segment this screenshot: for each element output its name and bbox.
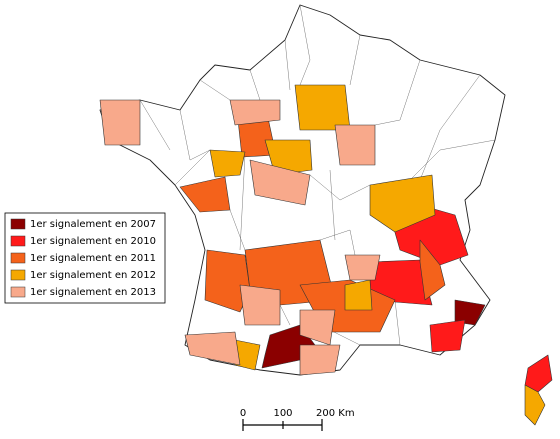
- scale-label: 0: [240, 408, 246, 419]
- department: [344, 254, 381, 281]
- department: [294, 84, 351, 131]
- department: [369, 174, 436, 233]
- department: [184, 331, 241, 366]
- scale-bar: [242, 419, 323, 431]
- departments: [99, 84, 553, 426]
- department: [334, 124, 376, 166]
- legend-swatch: [10, 252, 26, 264]
- legend-swatch: [10, 269, 26, 281]
- department: [524, 354, 553, 393]
- legend-swatch: [10, 218, 26, 230]
- department: [344, 279, 373, 311]
- legend-swatch: [10, 286, 26, 298]
- department: [179, 176, 231, 213]
- legend-label: 1er signalement en 2007: [30, 219, 156, 230]
- department: [239, 284, 281, 326]
- legend-label: 1er signalement en 2010: [30, 236, 156, 247]
- department: [209, 149, 246, 178]
- department: [524, 384, 546, 426]
- department: [429, 319, 466, 353]
- legend-box: [4, 212, 166, 304]
- department: [299, 344, 341, 376]
- department: [264, 139, 313, 176]
- department-borders: [139, 4, 496, 346]
- scale-label: 100: [273, 408, 292, 419]
- department: [454, 299, 486, 326]
- legend-swatch: [10, 235, 26, 247]
- legend-label: 1er signalement en 2012: [30, 270, 156, 281]
- scale-label: 200 Km: [316, 408, 355, 419]
- legend-label: 1er signalement en 2013: [30, 287, 156, 298]
- department: [419, 239, 446, 301]
- department: [229, 99, 281, 126]
- legend-label: 1er signalement en 2011: [30, 253, 156, 264]
- department: [249, 159, 311, 206]
- legend: 1er signalement en 2007 1er signalement e…: [10, 218, 156, 298]
- department: [99, 99, 141, 146]
